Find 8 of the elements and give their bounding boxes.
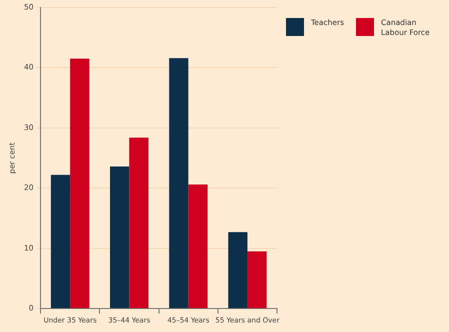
bar [50, 174, 70, 308]
bar [70, 58, 90, 308]
bar [228, 232, 248, 308]
bar [110, 166, 130, 308]
bar [169, 58, 188, 308]
bar [188, 184, 208, 308]
bar [129, 138, 148, 308]
bar [247, 251, 267, 308]
